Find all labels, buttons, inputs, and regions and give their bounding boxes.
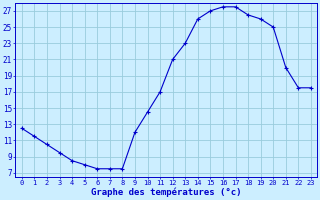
X-axis label: Graphe des températures (°c): Graphe des températures (°c) xyxy=(91,188,242,197)
